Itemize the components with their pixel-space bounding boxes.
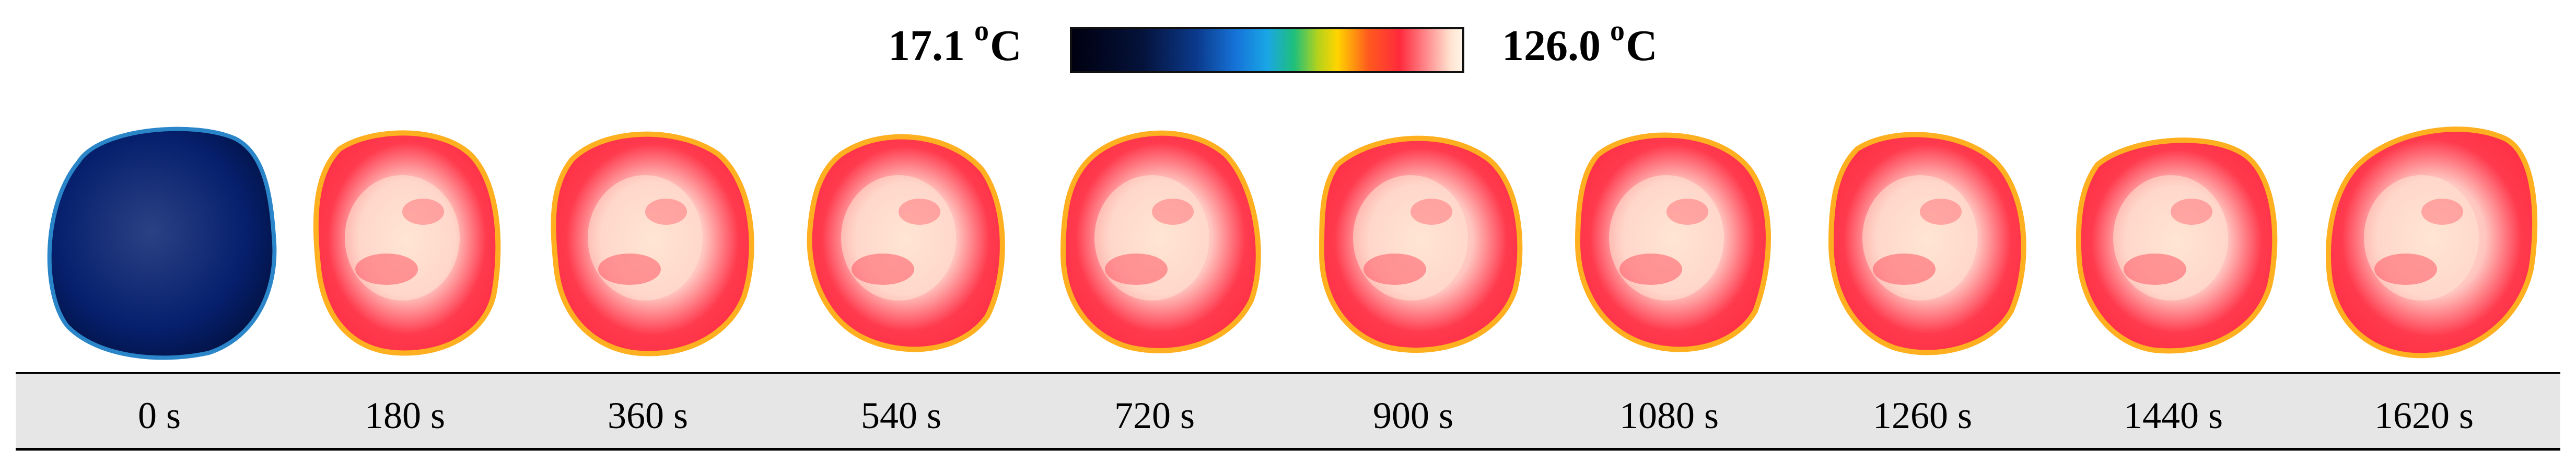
- time-label: 1440 s: [2123, 395, 2223, 436]
- thermal-image-900s: [1290, 118, 1536, 363]
- time-label: 540 s: [860, 395, 942, 436]
- scale-max-value: 126.0: [1502, 21, 1601, 70]
- degree-symbol: o: [1610, 15, 1625, 47]
- thermal-blob: [2326, 126, 2538, 359]
- thermal-blob: [807, 134, 1005, 352]
- thermal-blob: [313, 130, 501, 356]
- thermal-blob: [47, 126, 277, 360]
- time-label: 1620 s: [2374, 395, 2474, 436]
- colorbar: [1070, 27, 1464, 73]
- scale-min-value: 17.1: [888, 21, 965, 70]
- time-label: 720 s: [1114, 395, 1195, 436]
- time-label: 180 s: [364, 395, 446, 436]
- thermal-image-1620s: [2301, 118, 2547, 363]
- scale-unit: C: [990, 21, 1022, 70]
- thermal-image-540s: [778, 118, 1024, 363]
- time-label: 0 s: [137, 395, 181, 436]
- degree-symbol: o: [974, 15, 989, 47]
- thermal-image-1260s: [1800, 118, 2045, 363]
- temperature-scale: 17.1 oC 126.0 oC: [0, 0, 2576, 105]
- thermal-blob: [1319, 135, 1523, 353]
- scale-max-label: 126.0 oC: [1502, 16, 1658, 70]
- thermal-images-row: [0, 118, 2576, 363]
- scale-unit: C: [1626, 21, 1658, 70]
- thermal-image-180s: [282, 118, 528, 363]
- time-label: 900 s: [1372, 395, 1454, 436]
- thermal-blob: [2076, 137, 2278, 354]
- thermal-image-0s: [37, 118, 282, 363]
- thermal-blob: [1828, 132, 2026, 355]
- thermal-blob: [1575, 132, 1771, 352]
- thermal-image-720s: [1032, 118, 1277, 363]
- thermal-image-1440s: [2050, 118, 2296, 363]
- time-label: 360 s: [607, 395, 689, 436]
- time-label: 1080 s: [1619, 395, 1719, 436]
- thermal-image-360s: [525, 118, 771, 363]
- time-label: 1260 s: [1872, 395, 1973, 436]
- thermal-blob: [551, 131, 754, 356]
- scale-min-label: 17.1 oC: [888, 16, 1022, 70]
- thermal-image-1080s: [1546, 118, 1792, 363]
- time-label-row: 0 s 180 s 360 s 540 s 720 s 900 s 1080 s 1260 s…: [16, 372, 2560, 451]
- thermal-blob: [1060, 130, 1261, 353]
